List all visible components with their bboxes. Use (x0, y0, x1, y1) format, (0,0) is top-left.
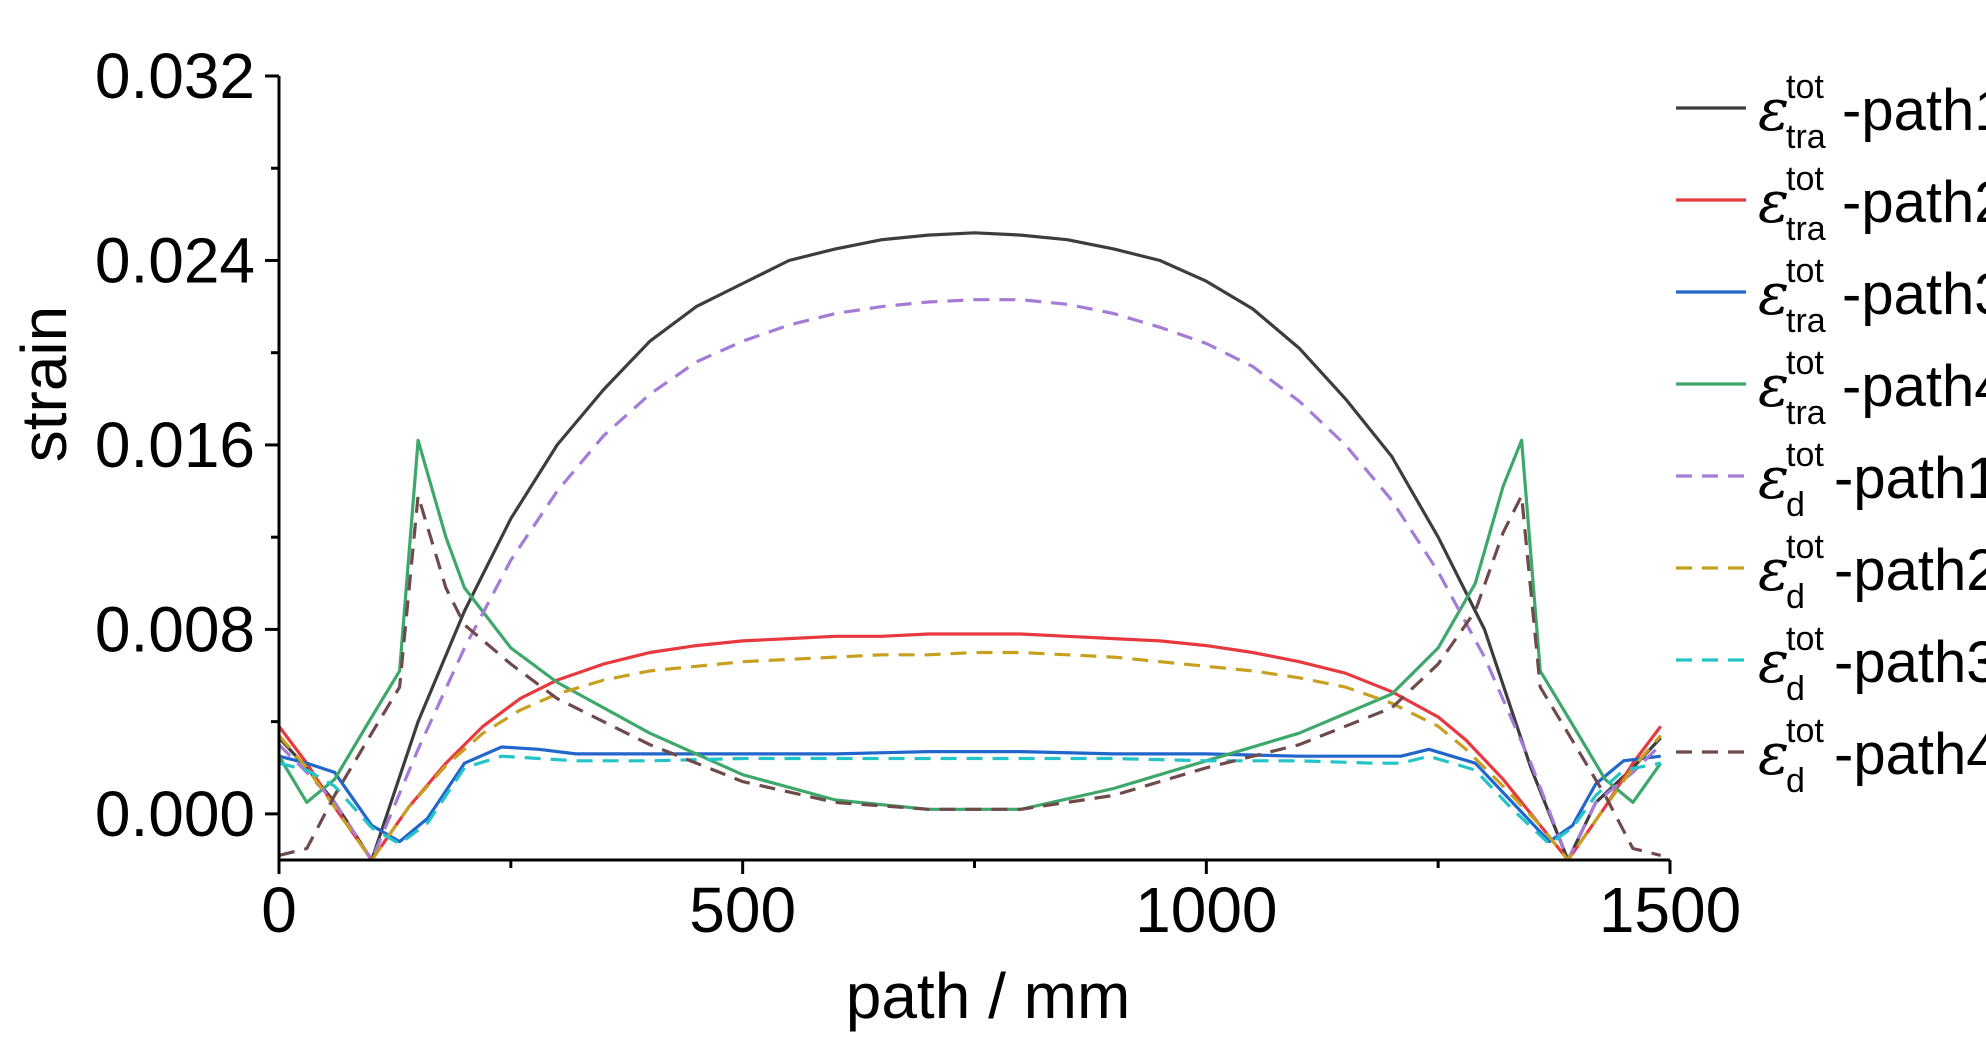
ticks-layer: 0.000 0.008 0.016 0.024 0.032 0 500 1000 1500 (95, 40, 1741, 946)
legend-label: -path3 (1842, 262, 1986, 327)
series-line-2 (279, 632, 1662, 860)
y-tick-label: 0.032 (95, 40, 255, 112)
x-axis-title: path / mm (846, 960, 1131, 1032)
legend-superscript: tot (1786, 160, 1824, 198)
legend-symbol: ε (1758, 628, 1789, 696)
legend-label: -path4 (1834, 722, 1986, 787)
y-axis-title: strain (8, 306, 80, 463)
legend-superscript: tot (1786, 712, 1824, 750)
x-tick-label: 0 (261, 874, 297, 946)
legend: εtottra-path1εtottra-path2εtottra-path3ε… (1676, 68, 1986, 800)
legend-subscript: d (1786, 578, 1805, 616)
legend-label: -path4 (1842, 354, 1986, 419)
legend-superscript: tot (1786, 252, 1824, 290)
y-tick-label: 0.000 (95, 778, 255, 850)
legend-symbol: ε (1758, 260, 1789, 328)
series-line-3 (279, 745, 1661, 844)
legend-symbol: ε (1758, 720, 1789, 788)
series-line-7 (279, 754, 1661, 846)
legend-label: -path2 (1842, 170, 1986, 235)
legend-subscript: tra (1786, 394, 1826, 432)
y-tick-label: 0.024 (95, 224, 255, 296)
legend-subscript: tra (1786, 302, 1826, 340)
legend-symbol: ε (1758, 168, 1789, 236)
legend-subscript: tra (1786, 210, 1826, 248)
legend-symbol: ε (1758, 352, 1789, 420)
legend-symbol: ε (1758, 536, 1789, 604)
legend-label: -path3 (1834, 630, 1986, 695)
legend-subscript: d (1786, 486, 1805, 524)
legend-superscript: tot (1786, 68, 1824, 106)
x-tick-label: 1500 (1599, 874, 1741, 946)
legend-subscript: d (1786, 670, 1805, 708)
legend-superscript: tot (1786, 436, 1824, 474)
series-layer (279, 231, 1663, 860)
series-line-5 (279, 298, 1662, 860)
legend-superscript: tot (1786, 620, 1824, 658)
series-line-1 (279, 231, 1662, 860)
legend-symbol: ε (1758, 76, 1789, 144)
y-tick-label: 0.008 (95, 593, 255, 665)
legend-subscript: tra (1786, 118, 1826, 156)
series-line-8 (279, 494, 1662, 857)
x-tick-label: 1000 (1135, 874, 1277, 946)
legend-symbol: ε (1758, 444, 1789, 512)
legend-superscript: tot (1786, 528, 1824, 566)
legend-superscript: tot (1786, 344, 1824, 382)
legend-label: -path1 (1834, 446, 1986, 511)
x-tick-label: 500 (689, 874, 796, 946)
legend-subscript: d (1786, 762, 1805, 800)
legend-label: -path2 (1834, 538, 1986, 603)
y-tick-label: 0.016 (95, 409, 255, 481)
legend-label: -path1 (1842, 78, 1986, 143)
series-line-6 (279, 650, 1662, 860)
